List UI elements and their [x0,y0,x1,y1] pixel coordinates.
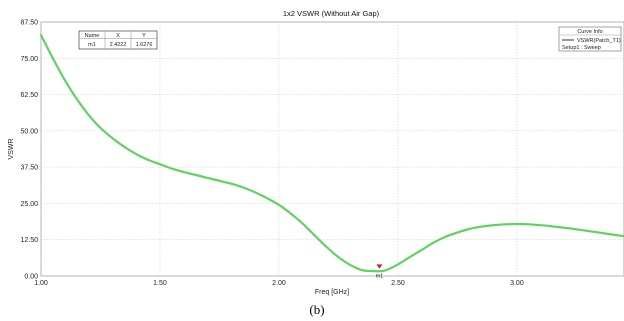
x-tick-label: 3.00 [510,280,524,287]
y-tick-label: 0.00 [24,274,38,281]
marker-label: m1 [376,273,384,279]
y-tick-label: 87.50 [20,20,38,27]
chart-title: 1x2 VSWR (Without Air Gap) [283,9,380,18]
marker-table-cell-name: m1 [88,42,96,48]
legend-header: Curve Info [577,29,602,35]
legend: Curve Info VSWR(Patch_T1) Setup1 : Sweep [558,26,622,52]
x-axis-ticks: 1.00 1.50 2.00 2.50 3.00 [34,280,524,287]
y-tick-label: 25.00 [20,201,38,208]
series-line [39,34,624,273]
x-axis-title: Freq [GHz] [315,289,349,296]
marker-table-header-x: X [116,33,120,39]
legend-entry-series: VSWR(Patch_T1) [577,38,621,44]
y-tick-label: 12.50 [20,237,38,244]
marker-table-cell-y: 1.6276 [136,42,153,48]
y-axis-ticks: 0.00 12.50 25.00 37.50 50.00 62.50 75.00 87.50 [20,20,38,281]
y-tick-label: 62.50 [20,92,38,99]
y-axis-title: VSWR [8,139,15,160]
marker-table-cell-x: 2.4222 [110,42,127,48]
grid [40,21,624,277]
marker-table: Name X Y m1 2.4222 1.6276 [78,30,158,50]
legend-entry-setup: Setup1 : Sweep [562,45,601,51]
y-tick-label: 50.00 [20,128,38,135]
plot-area [40,21,624,277]
series-layer [39,34,624,273]
marker-table-header-y: Y [142,33,146,39]
marker-layer: m1 [376,264,384,279]
y-tick-label: 37.50 [20,165,38,172]
y-tick-label: 75.00 [20,56,38,63]
marker-point [376,264,383,269]
marker-table-header-name: Name [85,33,100,39]
figure-caption: (b) [309,302,324,317]
x-tick-label: 1.00 [34,280,48,287]
x-tick-label: 1.50 [153,280,167,287]
x-tick-label: 2.50 [391,280,405,287]
x-tick-label: 2.00 [272,280,286,287]
